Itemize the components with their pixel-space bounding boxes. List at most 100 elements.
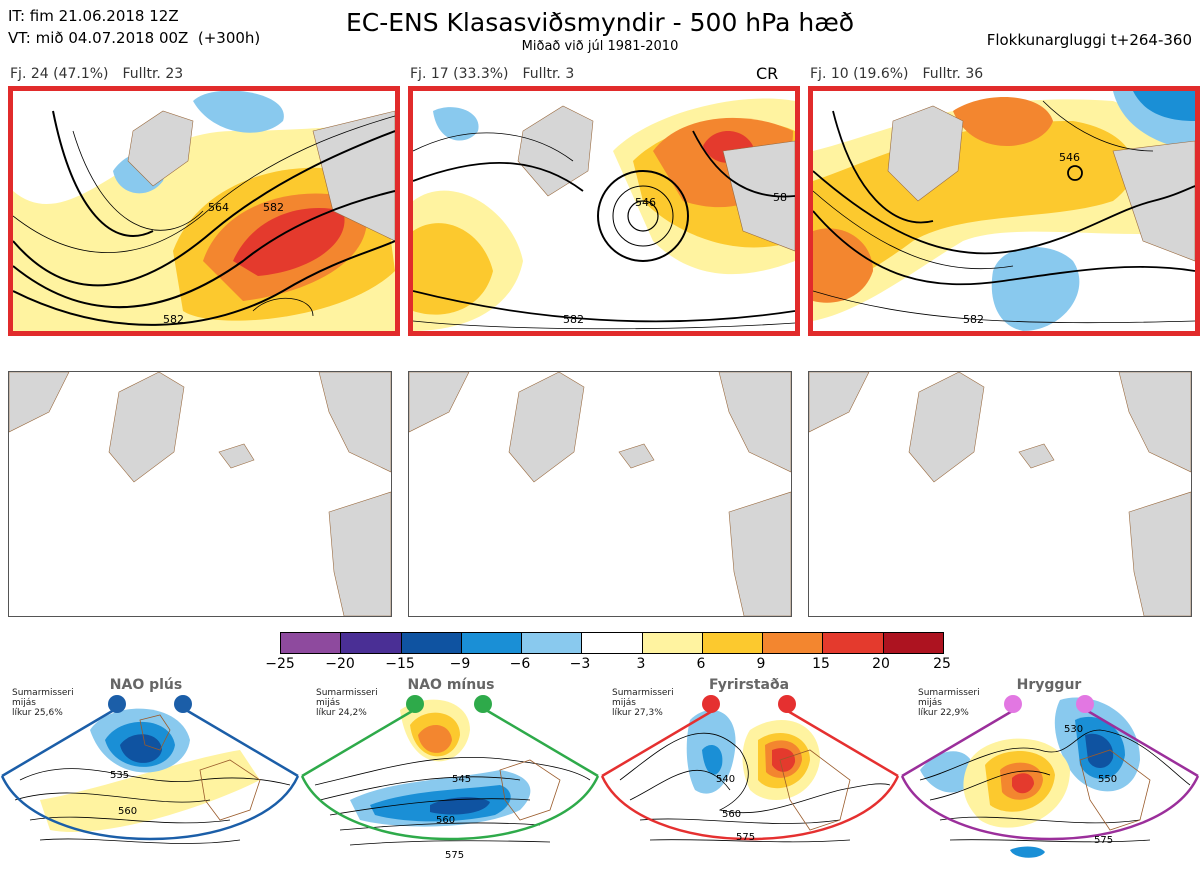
coastline-europe (1079, 749, 1151, 831)
anomaly-negative-lower (991, 247, 1080, 331)
regime-3-map[interactable]: 540 560 575 (600, 690, 900, 871)
contour-label: 550 (1098, 774, 1117, 785)
land-europe (328, 491, 391, 616)
coastline-europe (199, 759, 261, 821)
regime-4-dot-left (1004, 695, 1022, 713)
contour-label: 582 (963, 313, 984, 326)
empty-map-2 (408, 371, 792, 617)
land-iceland (618, 443, 655, 469)
colorbar-tick: −6 (509, 656, 531, 672)
low-contour (627, 200, 659, 232)
coastline-europe (779, 749, 851, 831)
anomaly-positive-mid-left (413, 223, 493, 315)
colorbar-tick: 15 (812, 656, 830, 672)
colorbar-cell (341, 633, 402, 653)
land-scandinavia (1118, 372, 1191, 473)
height-contours (413, 130, 795, 323)
regime-1-dot-right (174, 695, 192, 713)
regime-1-title: NAO plús (109, 677, 183, 693)
empty-map-1 (8, 371, 392, 617)
colorbar-tick: 3 (636, 656, 646, 672)
regime-4-map[interactable]: 530 550 575 (900, 690, 1200, 871)
land-europe (312, 110, 395, 242)
control-run-badge: CR (756, 64, 779, 83)
coastline-greenland (139, 714, 171, 751)
colorbar-tick: −20 (325, 656, 355, 672)
cluster-3-map[interactable]: 546 582 (808, 86, 1200, 336)
anomaly-negative-1 (193, 91, 284, 133)
regime-2-map[interactable]: 545 560 575 (300, 690, 600, 871)
regime-1-map[interactable]: 535 560 (0, 690, 300, 871)
land-iceland (1018, 443, 1055, 469)
contour-label: 560 (118, 806, 137, 817)
cluster-2-count: Fj. 17 (33.3%) (410, 66, 509, 82)
regime-4-dot-right (1076, 695, 1094, 713)
empty-map-1-graphic (9, 372, 391, 616)
cluster-2-label: Fj. 17 (33.3%) Fulltr. 3 (410, 66, 574, 82)
colorbar-cell (522, 633, 583, 653)
regime-2-dot-left (406, 695, 424, 713)
land-scandinavia (718, 372, 791, 473)
height-contours (14, 768, 291, 844)
cluster-1-map-graphic: 582 564 582 (13, 91, 395, 331)
land-iceland (218, 443, 255, 469)
low-contour (1067, 165, 1083, 181)
cluster-3-label: Fj. 10 (19.6%) Fulltr. 36 (810, 66, 983, 82)
land-greenland (887, 105, 964, 202)
contour-label: 540 (716, 774, 735, 785)
colorbar-cell (281, 633, 342, 653)
anomaly-negative-core (430, 797, 490, 815)
colorbar-tick: 9 (756, 656, 766, 672)
regime-2-dot-right (474, 695, 492, 713)
anomaly-negative-core (120, 734, 162, 763)
contour-label: 58 (773, 191, 787, 204)
regime-1-note: Sumarmisseri mijás líkur 25,6% (12, 688, 74, 718)
contour-label: 575 (445, 850, 464, 861)
cluster-2-map[interactable]: 546 582 58 (408, 86, 800, 336)
colorbar-cell (642, 633, 703, 653)
land-europe (1128, 491, 1191, 616)
regime-2-title: NAO mínus (407, 677, 495, 693)
land-greenland (517, 105, 594, 197)
regime-4-title: Hryggur (1016, 677, 1082, 693)
height-contours-thin (813, 100, 1195, 324)
regime-sector-outline (600, 708, 900, 841)
contour-label: 560 (436, 815, 455, 826)
anomaly-negative-right-core (1085, 733, 1114, 768)
regime-2-map-graphic: 545 560 575 (300, 699, 600, 861)
anomaly-positive-strong (418, 724, 452, 753)
anomaly-colorbar (280, 632, 944, 654)
cluster-1-map[interactable]: 582 564 582 (8, 86, 400, 336)
valid-time-label: VT: mið 04.07.2018 00Z (+300h) (8, 29, 261, 47)
init-time-label: IT: fim 21.06.2018 12Z (8, 7, 179, 25)
regime-3-dot-left (702, 695, 720, 713)
contour-label: 535 (110, 770, 129, 781)
land-europe (728, 491, 791, 616)
anomaly-negative-left (920, 751, 975, 793)
height-contours (813, 110, 1195, 286)
regime-3-title: Fyrirstaða (708, 677, 790, 693)
land-north-america (809, 372, 870, 433)
contour-label: 546 (635, 196, 656, 209)
contour-label: 546 (1059, 151, 1080, 164)
cluster-2-map-graphic: 546 582 58 (413, 98, 795, 331)
page-title: EC-ENS Klasasviðsmyndir - 500 hPa hæð (345, 8, 855, 37)
colorbar-tick: 25 (933, 656, 951, 672)
cluster-1-label: Fj. 24 (47.1%) Fulltr. 23 (10, 66, 183, 82)
contour-label: 545 (452, 774, 471, 785)
land-greenland (508, 372, 585, 483)
height-contours-thin (13, 115, 395, 317)
height-contours-thin (413, 132, 795, 330)
low-contour (597, 170, 689, 262)
anomaly-positive-max (1012, 773, 1034, 794)
classification-window-label: Flokkunargluggi t+264-360 (986, 31, 1192, 49)
contour-label: 575 (736, 832, 755, 843)
colorbar-tick: −9 (449, 656, 471, 672)
contour-label: 575 (1094, 835, 1113, 846)
colorbar-tick: −15 (385, 656, 415, 672)
regime-4-note: Sumarmisseri mijás líkur 22,9% (918, 688, 980, 718)
colorbar-tick: 6 (696, 656, 706, 672)
regime-sector-outline (900, 708, 1200, 841)
land-greenland (108, 372, 185, 483)
cluster-1-count: Fj. 24 (47.1%) (10, 66, 109, 82)
